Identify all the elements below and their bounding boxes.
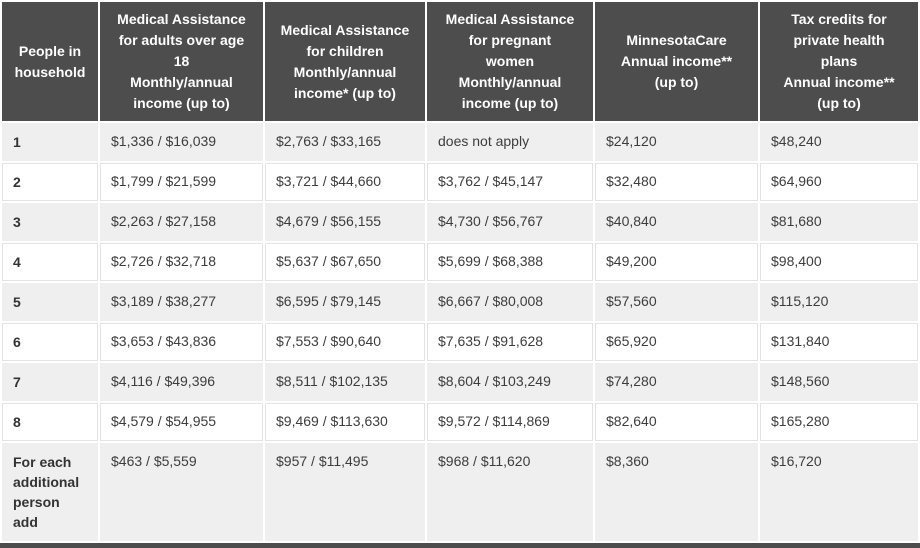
table-body: 1 $1,336 / $16,039 $2,763 / $33,165 does no… <box>2 123 918 541</box>
table-cell: $24,120 <box>595 123 758 161</box>
table-row: 4 $2,726 / $32,718 $5,637 / $67,650 $5,699 … <box>2 243 918 281</box>
column-header-people-in-household: People in household <box>2 2 98 121</box>
table-cell: $968 / $11,620 <box>427 443 593 541</box>
row-label: For each additional person add <box>2 443 98 541</box>
column-header-tax-credits: Tax credits for private health plans Annual… <box>760 2 918 121</box>
table-cell: $7,635 / $91,628 <box>427 323 593 361</box>
header-row: People in household Medical Assistance for … <box>2 2 918 121</box>
table-cell: $148,560 <box>760 363 918 401</box>
table-cell: $32,480 <box>595 163 758 201</box>
table-header: People in household Medical Assistance for … <box>2 2 918 121</box>
table-cell: $16,720 <box>760 443 918 541</box>
table-row: 1 $1,336 / $16,039 $2,763 / $33,165 does no… <box>2 123 918 161</box>
table-cell: $6,667 / $80,008 <box>427 283 593 321</box>
column-header-ma-pregnant-women: Medical Assistance for pregnant women Month… <box>427 2 593 121</box>
table-cell: $98,400 <box>760 243 918 281</box>
table-cell: does not apply <box>427 123 593 161</box>
table-cell: $8,360 <box>595 443 758 541</box>
row-label: 6 <box>2 323 98 361</box>
table-cell: $4,679 / $56,155 <box>265 203 425 241</box>
table-cell: $165,280 <box>760 403 918 441</box>
table-cell: $3,189 / $38,277 <box>100 283 263 321</box>
table-cell: $3,762 / $45,147 <box>427 163 593 201</box>
table-cell: $5,637 / $67,650 <box>265 243 425 281</box>
row-label: 7 <box>2 363 98 401</box>
table-cell: $4,116 / $49,396 <box>100 363 263 401</box>
row-label: 2 <box>2 163 98 201</box>
table-cell: $5,699 / $68,388 <box>427 243 593 281</box>
table-cell: $4,579 / $54,955 <box>100 403 263 441</box>
row-label: 8 <box>2 403 98 441</box>
table-row: 3 $2,263 / $27,158 $4,679 / $56,155 $4,730 … <box>2 203 918 241</box>
row-label: 5 <box>2 283 98 321</box>
table-cell: $2,263 / $27,158 <box>100 203 263 241</box>
table-cell: $64,960 <box>760 163 918 201</box>
table-row: 6 $3,653 / $43,836 $7,553 / $90,640 $7,635 … <box>2 323 918 361</box>
table-cell: $49,200 <box>595 243 758 281</box>
table-cell: $957 / $11,495 <box>265 443 425 541</box>
table-cell: $74,280 <box>595 363 758 401</box>
table-row: 2 $1,799 / $21,599 $3,721 / $44,660 $3,762 … <box>2 163 918 201</box>
table-cell: $8,604 / $103,249 <box>427 363 593 401</box>
row-label: 3 <box>2 203 98 241</box>
table-cell: $65,920 <box>595 323 758 361</box>
row-label: 4 <box>2 243 98 281</box>
column-header-ma-children: Medical Assistance for children Monthly/an… <box>265 2 425 121</box>
column-header-minnesotacare: MinnesotaCare Annual income** (up to) <box>595 2 758 121</box>
table-cell: $4,730 / $56,767 <box>427 203 593 241</box>
next-section-top-bar <box>0 543 920 548</box>
table-cell: $8,511 / $102,135 <box>265 363 425 401</box>
table-cell: $6,595 / $79,145 <box>265 283 425 321</box>
table-row: 7 $4,116 / $49,396 $8,511 / $102,135 $8,604… <box>2 363 918 401</box>
table-cell: $115,120 <box>760 283 918 321</box>
table-cell: $9,469 / $113,630 <box>265 403 425 441</box>
table-row: 8 $4,579 / $54,955 $9,469 / $113,630 $9,572… <box>2 403 918 441</box>
table-cell: $3,721 / $44,660 <box>265 163 425 201</box>
table-cell: $463 / $5,559 <box>100 443 263 541</box>
table-cell: $3,653 / $43,836 <box>100 323 263 361</box>
table-cell: $2,726 / $32,718 <box>100 243 263 281</box>
row-label: 1 <box>2 123 98 161</box>
table-cell: $82,640 <box>595 403 758 441</box>
table-cell: $81,680 <box>760 203 918 241</box>
table-cell: $40,840 <box>595 203 758 241</box>
table-cell: $1,799 / $21,599 <box>100 163 263 201</box>
table-cell: $9,572 / $114,869 <box>427 403 593 441</box>
table-row: For each additional person add $463 / $5,559… <box>2 443 918 541</box>
table-cell: $57,560 <box>595 283 758 321</box>
table-cell: $1,336 / $16,039 <box>100 123 263 161</box>
table-cell: $48,240 <box>760 123 918 161</box>
table-cell: $131,840 <box>760 323 918 361</box>
table-cell: $2,763 / $33,165 <box>265 123 425 161</box>
column-header-ma-adults: Medical Assistance for adults over age 18 M… <box>100 2 263 121</box>
table-cell: $7,553 / $90,640 <box>265 323 425 361</box>
table-row: 5 $3,189 / $38,277 $6,595 / $79,145 $6,667 … <box>2 283 918 321</box>
